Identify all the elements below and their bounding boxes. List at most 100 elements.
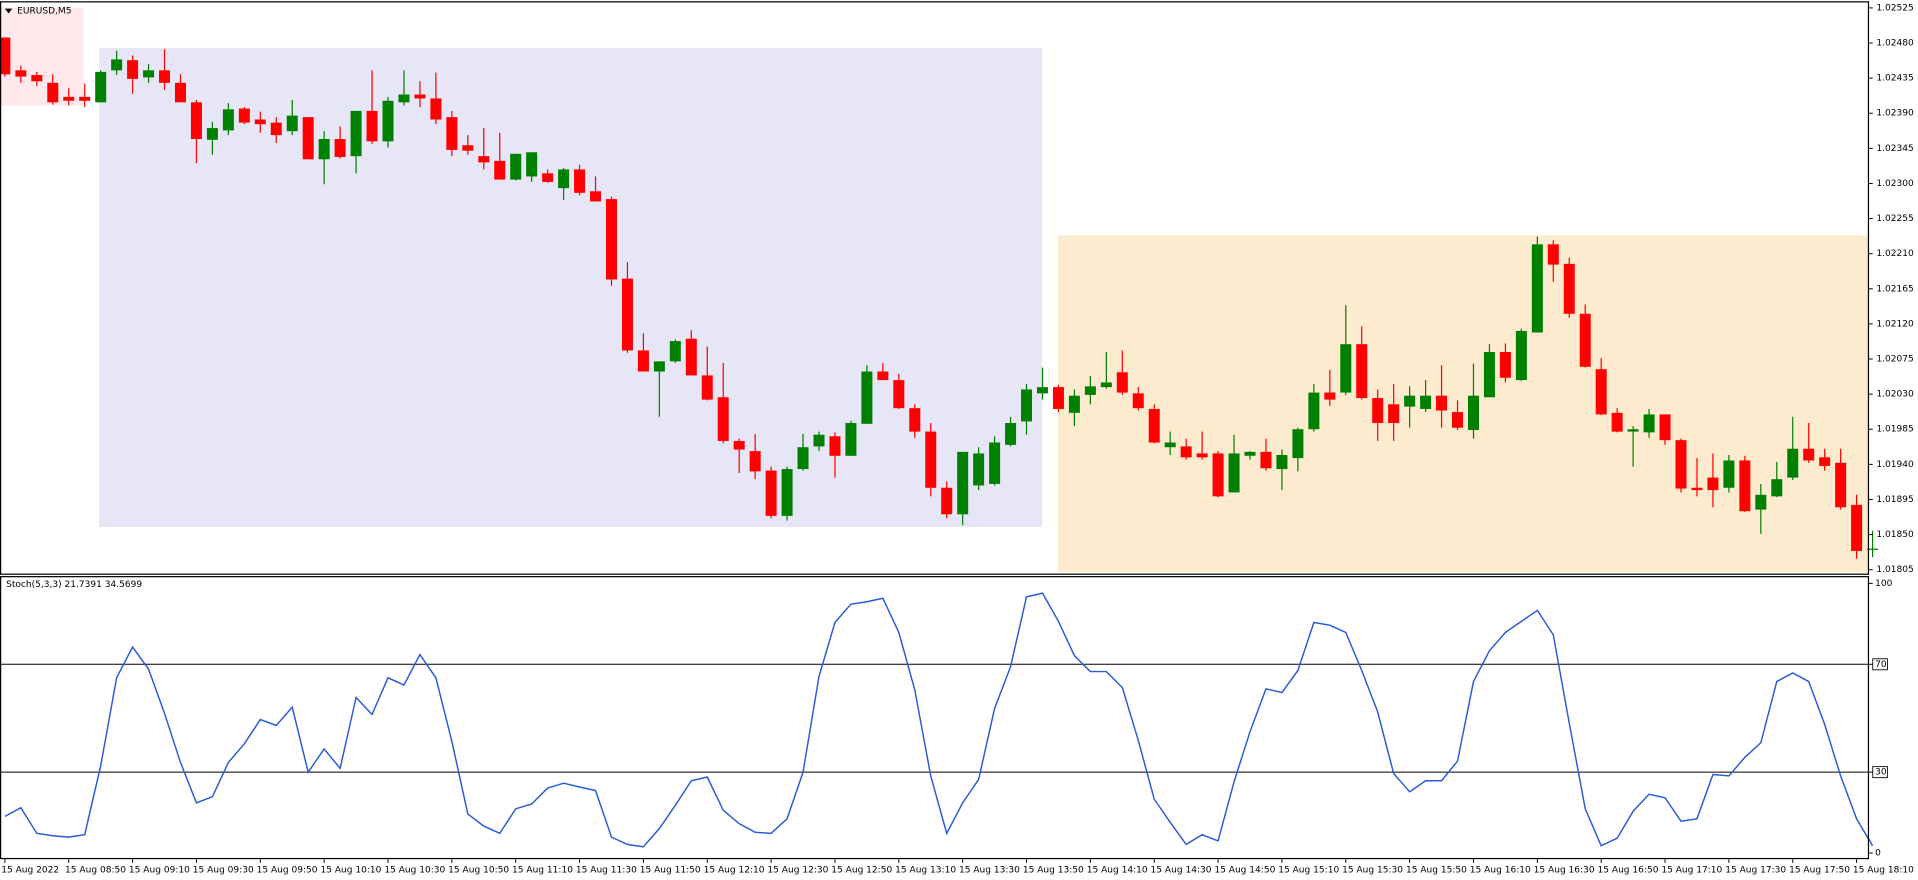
candle-body — [63, 96, 75, 101]
x-tick-label: 15 Aug 14:30 — [1151, 866, 1212, 876]
candle-body — [31, 75, 43, 82]
candle-body — [1021, 389, 1033, 422]
candle-body — [143, 70, 155, 78]
y-tick-label: 1.01985 — [1876, 425, 1913, 435]
stoch-line — [4, 592, 1874, 848]
candle-body — [1036, 387, 1048, 394]
x-tick-label: 15 Aug 11:30 — [576, 866, 637, 876]
candle-body — [494, 160, 506, 180]
candle-body — [621, 278, 633, 351]
candle-body — [669, 341, 681, 362]
candle-body — [1851, 504, 1863, 551]
candle-body — [1611, 412, 1623, 432]
candle-body — [1148, 408, 1160, 443]
x-tick-label: 15 Aug 11:10 — [512, 866, 573, 876]
candle-body — [1723, 460, 1735, 488]
x-tick-label: 15 Aug 17:30 — [1725, 866, 1786, 876]
candle-body — [1292, 429, 1304, 459]
candle-body — [270, 122, 282, 136]
candle-body — [0, 37, 11, 75]
y-tick-label: 1.02435 — [1876, 74, 1913, 84]
y-tick-label: 1.02480 — [1876, 39, 1914, 49]
x-tick-label: 15 Aug 16:30 — [1534, 866, 1595, 876]
candle-body — [414, 94, 426, 99]
x-tick-label: 15 Aug 13:10 — [895, 866, 956, 876]
candle-body — [1196, 453, 1208, 458]
candle-body — [286, 115, 298, 132]
candle-body — [1675, 440, 1687, 489]
y-tick-label: 1.02030 — [1876, 390, 1914, 400]
x-tick-label: 15 Aug 2022 — [1, 866, 59, 876]
candle-body — [174, 82, 186, 103]
candle-body — [542, 173, 554, 182]
y-tick-label: 1.01940 — [1876, 460, 1914, 470]
candle-body — [733, 440, 745, 450]
candle-body — [1515, 330, 1527, 381]
candle-body — [111, 59, 123, 71]
x-tick-label: 15 Aug 10:30 — [384, 866, 445, 876]
candle-body — [47, 82, 59, 103]
candle-body — [701, 375, 713, 400]
candle-body — [574, 169, 586, 193]
candle-body — [1228, 453, 1240, 493]
candle-body — [1180, 446, 1192, 458]
candle-body — [430, 98, 442, 120]
y-tick-label: 1.01805 — [1876, 565, 1913, 575]
candle-body — [1404, 395, 1416, 407]
level-label-box — [1872, 766, 1888, 779]
candle-body — [1308, 392, 1320, 430]
candle-body — [382, 100, 394, 142]
candle-body — [637, 350, 649, 372]
candle-body — [797, 447, 809, 470]
candle-body — [989, 442, 1001, 484]
x-tick-label: 15 Aug 09:30 — [193, 866, 254, 876]
candle-body — [1132, 393, 1144, 409]
candle-body — [957, 451, 969, 515]
y-tick-label: 1.01850 — [1876, 530, 1914, 540]
x-tick-label: 15 Aug 17:50 — [1789, 866, 1850, 876]
candle-body — [1116, 372, 1128, 393]
y-tick-label: 1.02525 — [1876, 3, 1913, 13]
x-tick-label: 15 Aug 15:30 — [1342, 866, 1403, 876]
candle-body — [1420, 395, 1432, 409]
candle-body — [206, 128, 218, 140]
candle-body — [1260, 451, 1272, 469]
candle-body — [222, 109, 234, 131]
candle-body — [765, 470, 777, 516]
candle-body — [941, 487, 953, 515]
x-tick-label: 15 Aug 13:30 — [959, 866, 1020, 876]
candle-body — [1452, 412, 1464, 428]
candle-body — [1436, 395, 1448, 411]
marks — [0, 37, 1879, 848]
candle-body — [653, 361, 665, 372]
candle-body — [1643, 414, 1655, 433]
candle-body — [462, 145, 474, 151]
y-tick-label: 1.02165 — [1876, 284, 1913, 294]
symbol-dropdown[interactable] — [4, 8, 13, 14]
candle-body — [829, 436, 841, 456]
candle-body — [302, 117, 314, 160]
y-tick-label: 1.02300 — [1876, 179, 1914, 189]
candle-body — [1579, 313, 1591, 367]
x-tick-label: 15 Aug 10:50 — [448, 866, 509, 876]
x-tick-label: 15 Aug 09:50 — [257, 866, 318, 876]
stoch-panel-frame — [0, 576, 1870, 860]
candle-body — [127, 60, 139, 79]
candle-body — [1739, 460, 1751, 512]
candle-body — [334, 138, 346, 157]
candle-body — [845, 423, 857, 456]
y-tick-label: 100 — [1875, 579, 1892, 589]
y-tick-label: 1.02345 — [1876, 144, 1913, 154]
zone-lavender — [99, 47, 1043, 528]
candle-body — [685, 338, 697, 376]
candle-body — [1068, 395, 1080, 413]
candle-body — [1100, 382, 1112, 388]
candle-body — [1787, 448, 1799, 478]
candle-body — [1819, 457, 1831, 466]
candle-body — [1467, 395, 1479, 431]
candle-body — [1244, 451, 1256, 456]
candle-body — [1212, 453, 1224, 497]
x-tick-label: 15 Aug 14:50 — [1214, 866, 1275, 876]
candle-body — [366, 110, 378, 142]
x-tick-label: 15 Aug 13:50 — [1023, 866, 1084, 876]
